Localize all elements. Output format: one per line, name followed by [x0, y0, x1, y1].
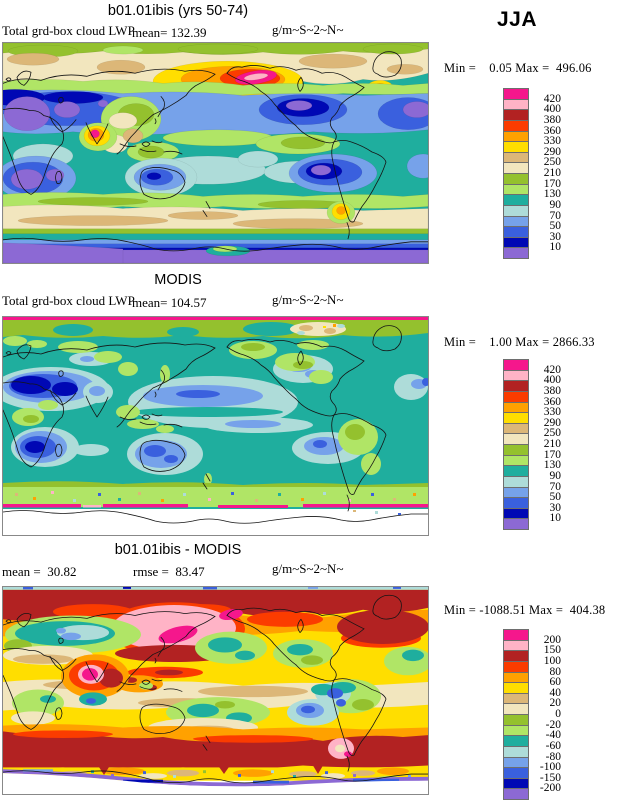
legend-tick-label: 10: [549, 241, 562, 254]
legend-tick-label: 380: [543, 384, 561, 397]
legend-swatch: [503, 788, 529, 800]
legend-tick-label: 130: [543, 188, 561, 201]
legend-tick-label: 70: [549, 480, 562, 493]
legend-tick-label: 30: [549, 230, 562, 243]
legend-tick-label: 170: [543, 448, 561, 461]
legend-tick-label: 0: [555, 708, 561, 720]
legend-tick-label: -40: [545, 729, 561, 742]
panel1-units-label: g/m~S~2~N~: [272, 22, 344, 37]
panel2-contour-field: [3, 317, 428, 535]
panel3-units-label: g/m~S~2~N~: [272, 561, 344, 576]
legend-tick-label: 200: [543, 633, 561, 646]
panel2-minmax: Min = 1.00 Max = 2866.33: [444, 335, 595, 349]
panel2-mean-value: mean= 104.57: [132, 295, 207, 310]
legend-tick-label: 400: [543, 374, 561, 387]
legend-tick-label: 60: [549, 676, 562, 689]
panel2-variable-label: Total grd-box cloud LWP: [2, 293, 135, 308]
legend-tick-label: -100: [539, 761, 561, 774]
legend-tick-label: -60: [545, 739, 561, 752]
panel2-map-svg: [3, 317, 428, 535]
legend-tick-label: 90: [549, 469, 562, 482]
legend-tick-label: 210: [543, 438, 561, 450]
legend-tick-label: 50: [549, 220, 562, 233]
panel3-minmax: Min = -1088.51 Max = 404.38: [444, 603, 606, 617]
panel2-map: [2, 316, 429, 536]
legend-tick-label: 290: [543, 416, 561, 429]
panel3-rmse-value: rmse = 83.47: [133, 564, 205, 579]
panel1-title: b01.01ibis (yrs 50-74): [107, 3, 249, 19]
panel1-variable-label: Total grd-box cloud LWP: [2, 23, 135, 38]
legend-tick-label: 420: [543, 363, 561, 376]
season-label: JJA: [497, 8, 538, 31]
panel3-contour-field: [3, 587, 428, 794]
legend-tick-label: -20: [545, 718, 561, 731]
panel1-map: [2, 42, 429, 264]
legend-tick-label: 170: [543, 177, 561, 190]
legend-tick-label: 150: [543, 644, 561, 657]
legend-tick-label: 30: [549, 501, 562, 514]
legend-tick-label: 330: [543, 406, 561, 419]
panel1-mean-value: mean= 132.39: [132, 25, 207, 40]
legend-tick-label: 80: [549, 665, 562, 678]
legend-tick-label: 40: [549, 686, 562, 699]
legend-tick-label: 250: [543, 156, 561, 169]
legend-tick-label: 380: [543, 113, 561, 126]
legend-tick-label: 400: [543, 103, 561, 116]
legend-tick-label: -200: [539, 782, 561, 795]
panel2-units-label: g/m~S~2~N~: [272, 292, 344, 307]
legend-tick-label: 360: [543, 124, 561, 137]
legend-tick-label: 130: [543, 459, 561, 472]
panel3-title: b01.01ibis - MODIS: [114, 542, 242, 558]
legend-tick-label: -80: [545, 750, 561, 763]
legend-tick-label: -150: [539, 771, 561, 784]
legend-tick-label: 10: [549, 512, 562, 525]
panel3-mean-value: mean = 30.82: [2, 564, 77, 579]
legend-tick-label: 50: [549, 491, 562, 504]
panel1-legend: 420 400 380 360 330 290 250 210 170 130 90 70 50 30 10: [503, 88, 573, 260]
panel1-map-svg: [3, 43, 428, 263]
legend-tick-label: 250: [543, 427, 561, 440]
legend-tick-label: 20: [549, 697, 562, 710]
legend-tick-label: 70: [549, 209, 562, 222]
legend-tick-label: 100: [543, 654, 561, 667]
panel3-map: [2, 586, 429, 795]
legend-tick-label: 210: [543, 167, 561, 179]
legend-tick-label: 360: [543, 395, 561, 408]
panel1-minmax: Min = 0.05 Max = 496.06: [444, 61, 592, 75]
legend-tick-label: 290: [543, 145, 561, 158]
panel2-title: MODIS: [154, 272, 202, 288]
legend-swatch: [503, 247, 529, 259]
panel3-map-svg: [3, 587, 428, 794]
legend-tick-label: 90: [549, 198, 562, 211]
panel1-contour-field: [3, 43, 428, 263]
legend-swatch: [503, 518, 529, 530]
panel3-legend: 200 150 100 80 60 40 20 0 -20 -40 -60 -80 -100 -150 -2…: [503, 629, 573, 801]
legend-tick-label: 420: [543, 92, 561, 105]
panel2-legend: 420 400 380 360 330 290 250 210 170 130 90 70 50 30 10: [503, 359, 573, 531]
legend-tick-label: 330: [543, 135, 561, 148]
